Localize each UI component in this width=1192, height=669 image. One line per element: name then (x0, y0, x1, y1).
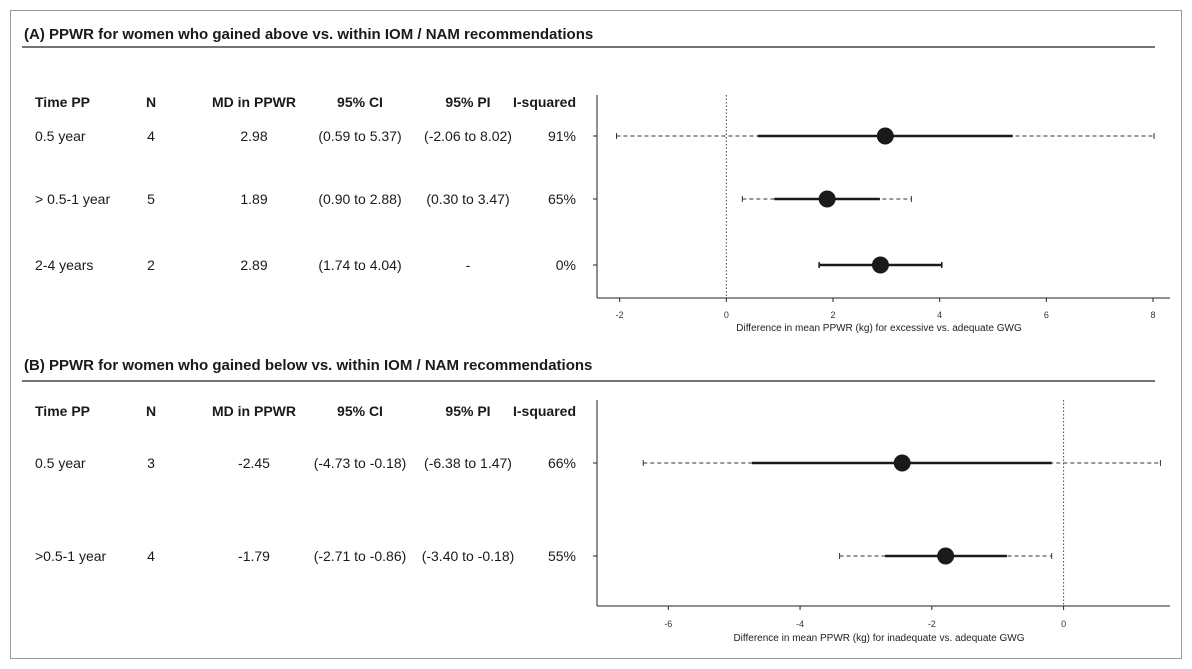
panel-a: (A) PPWR for women who gained above vs. … (22, 26, 1170, 334)
header-i2: I-squared (513, 94, 576, 110)
table-row: 2-4 years 2 2.89 (1.74 to 4.04) - 0% (35, 257, 576, 273)
header-md: MD in PPWR (212, 94, 296, 110)
header-pi: 95% PI (445, 94, 490, 110)
cell-time-pp: 2-4 years (35, 257, 93, 273)
mean-difference-point (893, 454, 911, 472)
header-time-pp: Time PP (35, 403, 90, 419)
header-time-pp: Time PP (35, 94, 90, 110)
cell-md: -2.45 (238, 455, 270, 471)
x-axis-label: Difference in mean PPWR (kg) for excessi… (736, 323, 1022, 334)
x-tick-label: -2 (616, 310, 624, 320)
panel-title: (A) PPWR for women who gained above vs. … (24, 26, 593, 43)
cell-md: 1.89 (240, 191, 267, 207)
header-md: MD in PPWR (212, 403, 296, 419)
cell-i2: 55% (548, 548, 576, 564)
cell-i2: 65% (548, 191, 576, 207)
cell-n: 4 (147, 548, 155, 564)
cell-ci: (0.90 to 2.88) (318, 191, 401, 207)
cell-i2: 0% (556, 257, 576, 273)
cell-ci: (1.74 to 4.04) (318, 257, 401, 273)
cell-pi: (-3.40 to -0.18) (422, 548, 515, 564)
cell-n: 3 (147, 455, 155, 471)
cell-pi: (-6.38 to 1.47) (424, 455, 512, 471)
x-tick-label: -4 (796, 619, 804, 629)
cell-ci: (-2.71 to -0.86) (314, 548, 407, 564)
mean-difference-point (937, 547, 955, 565)
cell-pi: - (466, 257, 471, 273)
cell-time-pp: >0.5-1 year (35, 548, 107, 564)
header-pi: 95% PI (445, 403, 490, 419)
header-n: N (146, 403, 156, 419)
cell-time-pp: > 0.5-1 year (35, 191, 110, 207)
header-ci: 95% CI (337, 403, 383, 419)
cell-time-pp: 0.5 year (35, 455, 86, 471)
x-tick-label: 4 (937, 310, 942, 320)
mean-difference-point (871, 256, 889, 274)
x-tick-label: 8 (1150, 310, 1155, 320)
x-tick-label: 2 (830, 310, 835, 320)
panel-title: (B) PPWR for women who gained below vs. … (24, 357, 592, 374)
cell-n: 4 (147, 128, 155, 144)
cell-md: 2.89 (240, 257, 267, 273)
cell-ci: (-4.73 to -0.18) (314, 455, 407, 471)
header-i2: I-squared (513, 403, 576, 419)
x-tick-label: 6 (1044, 310, 1049, 320)
x-tick-label: 0 (1061, 619, 1066, 629)
cell-i2: 91% (548, 128, 576, 144)
table-row: 0.5 year 4 2.98 (0.59 to 5.37) (-2.06 to 8.0… (35, 128, 576, 144)
x-axis-label: Difference in mean PPWR (kg) for inadequ… (733, 633, 1024, 644)
cell-ci: (0.59 to 5.37) (318, 128, 401, 144)
cell-i2: 66% (548, 455, 576, 471)
cell-time-pp: 0.5 year (35, 128, 86, 144)
figure-frame (10, 10, 1182, 659)
cell-md: -1.79 (238, 548, 270, 564)
panel-b: (B) PPWR for women who gained below vs. … (22, 357, 1170, 644)
cell-pi: (-2.06 to 8.02) (424, 128, 512, 144)
x-tick-label: 0 (724, 310, 729, 320)
cell-n: 5 (147, 191, 155, 207)
mean-difference-point (876, 127, 894, 145)
cell-pi: (0.30 to 3.47) (426, 191, 509, 207)
header-n: N (146, 94, 156, 110)
forest-plot: -2 0 2 4 6 8 Difference in mean PPWR (kg) for … (593, 95, 1170, 334)
header-ci: 95% CI (337, 94, 383, 110)
table-row: >0.5-1 year 4 -1.79 (-2.71 to -0.86) (-3.40 … (35, 548, 576, 564)
cell-n: 2 (147, 257, 155, 273)
x-tick-label: -2 (928, 619, 936, 629)
forest-plot: -6 -4 -2 0 Difference in mean PPWR (kg) for … (593, 400, 1170, 644)
mean-difference-point (818, 190, 836, 208)
table-row: > 0.5-1 year 5 1.89 (0.90 to 2.88) (0.30 to … (35, 191, 576, 207)
table-row: 0.5 year 3 -2.45 (-4.73 to -0.18) (-6.38 to … (35, 455, 576, 471)
x-tick-label: -6 (664, 619, 672, 629)
cell-md: 2.98 (240, 128, 267, 144)
